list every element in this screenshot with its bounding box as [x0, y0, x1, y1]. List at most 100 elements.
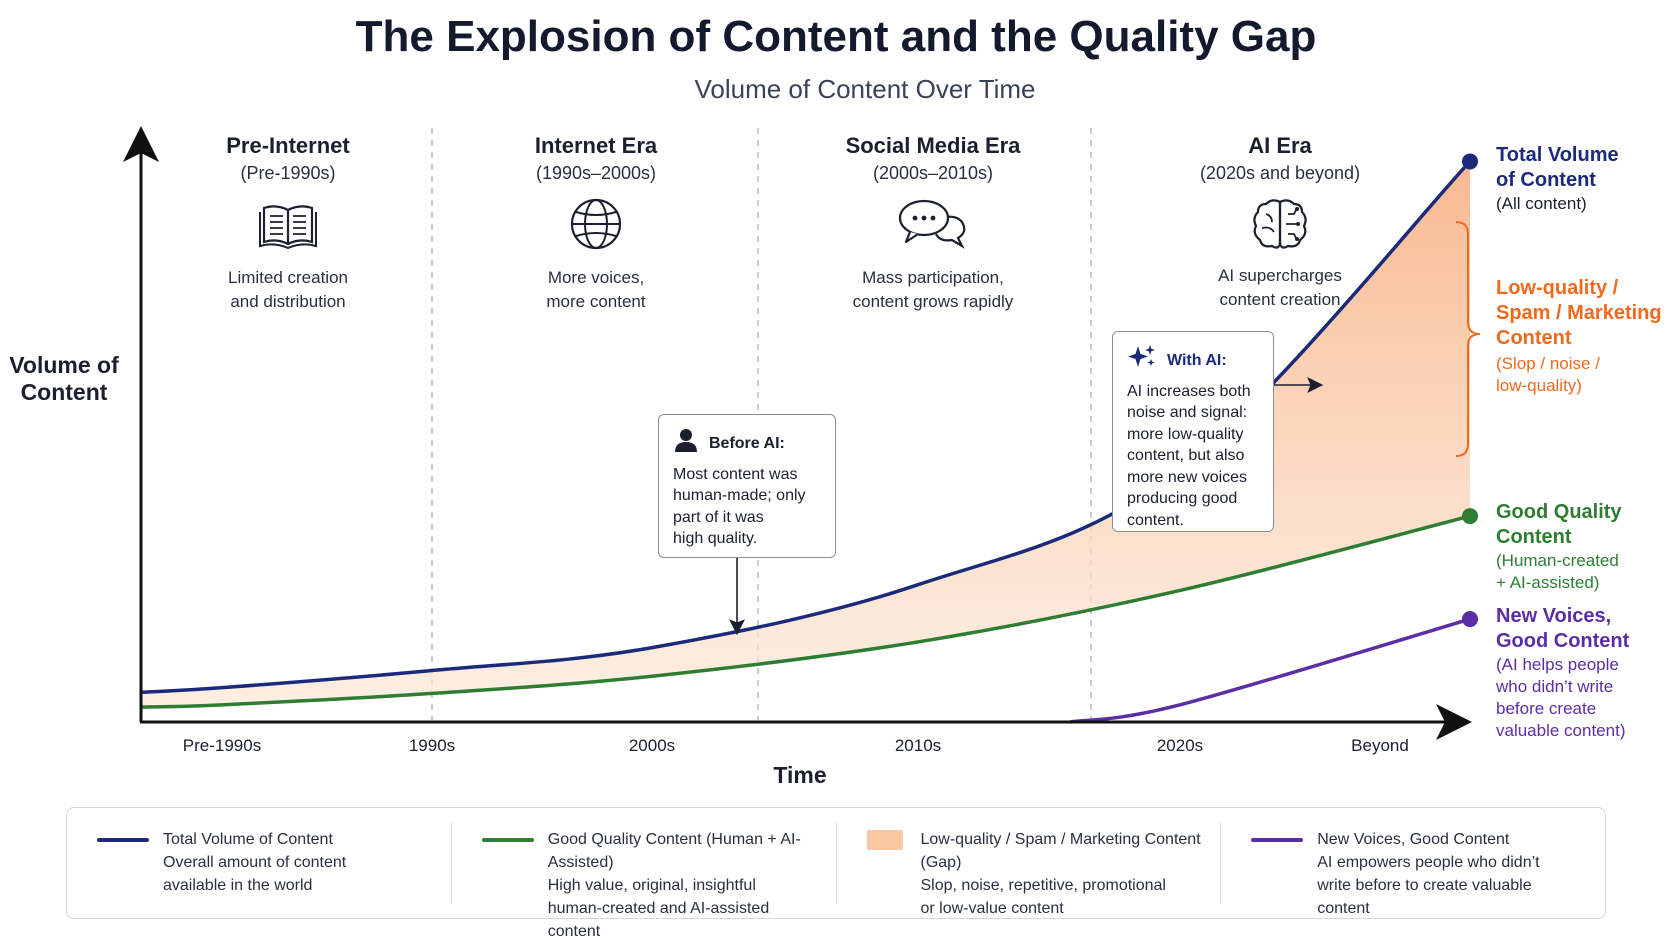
sparkles-icon	[1127, 344, 1157, 377]
x-tick-label: 2010s	[895, 736, 941, 755]
label-sub-line: + AI-assisted)	[1496, 573, 1600, 592]
y-axis-label-line1: Volume of	[9, 352, 119, 378]
person-icon	[673, 427, 699, 460]
era-desc-line2: content grows rapidly	[852, 292, 1014, 311]
right-label-new-voices: New Voices, Good Content (AI helps peopl…	[1496, 604, 1629, 742]
legend-desc: write before to create valuable content	[1317, 877, 1532, 917]
label-title-line: Good Quality	[1496, 501, 1622, 523]
legend-desc: High value, original, insightful	[547, 877, 756, 894]
right-label-total-volume: Total Volume of Content (All content)	[1496, 143, 1619, 215]
label-sub-line: before create	[1496, 699, 1597, 718]
era-desc-line1: AI supercharges	[1218, 266, 1342, 285]
era-description: AI supercharges content creation	[1140, 264, 1420, 312]
era-name: Internet Era	[534, 133, 658, 158]
series-endpoint-good-quality	[1462, 508, 1478, 525]
era-name: AI Era	[1248, 133, 1312, 158]
with-ai-line: AI increases both	[1127, 382, 1251, 400]
era-desc-line1: Mass participation,	[862, 268, 1004, 287]
x-tick-label: Beyond	[1351, 736, 1409, 755]
label-title-line: Spam / Marketing	[1496, 302, 1662, 324]
legend-item-good-quality: Good Quality Content (Human + AI-Assiste…	[452, 822, 837, 940]
label-title-line: Low-quality /	[1496, 277, 1619, 299]
era-description: Limited creation and distribution	[148, 266, 428, 314]
era-desc-line2: more content	[546, 292, 646, 311]
with-ai-line: producing good	[1127, 490, 1238, 507]
label-title-line: of Content	[1496, 169, 1596, 191]
legend-title: Good Quality Content (Human + AI-Assiste…	[547, 831, 801, 871]
before-ai-line: high quality.	[673, 530, 758, 547]
label-sub-line: (All content)	[1496, 194, 1587, 213]
era-pre-internet: Pre-Internet (Pre-1990s) Limited creatio…	[148, 133, 428, 314]
legend-title: New Voices, Good Content	[1317, 831, 1510, 848]
label-sub-line: (Slop / noise /	[1496, 354, 1600, 373]
label-sub-line: (AI helps people	[1496, 655, 1619, 674]
before-ai-callout: Before AI: Most content was human-made; …	[658, 414, 836, 558]
legend-swatch	[97, 838, 149, 842]
era-name: Pre-Internet	[226, 133, 350, 158]
legend-desc: available in the world	[163, 877, 313, 894]
label-title-line: Good Content	[1496, 630, 1630, 652]
legend-item-low-quality-gap: Low-quality / Spam / Marketing Content (…	[837, 822, 1222, 917]
label-sub-line: low-quality)	[1496, 376, 1582, 395]
legend-title: Low-quality / Spam / Marketing Content (…	[920, 831, 1201, 871]
era-desc-line2: and distribution	[230, 292, 346, 311]
era-range: (1990s–2000s)	[535, 163, 657, 183]
y-axis-label-line2: Content	[20, 379, 108, 405]
label-title-line: Content	[1496, 327, 1572, 349]
before-ai-heading-text: Before AI:	[709, 434, 785, 452]
legend: Total Volume of Content Overall amount o…	[66, 807, 1606, 940]
brain-icon	[1250, 196, 1310, 252]
with-ai-line: more low-quality	[1127, 425, 1244, 443]
low-quality-gap-area	[141, 161, 1470, 708]
legend-item-new-voices: New Voices, Good Content AI empowers peo…	[1221, 822, 1605, 917]
low-quality-bracket	[1455, 221, 1481, 457]
right-label-good-quality: Good Quality Content (Human-created + AI…	[1496, 500, 1622, 594]
y-axis-label: Volume of Content	[0, 352, 128, 406]
legend-desc: Slop, noise, repetitive, promotional	[920, 877, 1166, 894]
x-tick-labels: Pre-1990s 1990s 2000s 2010s 2020s Beyond	[183, 736, 1409, 755]
legend-title: Total Volume of Content	[163, 831, 333, 848]
before-ai-line: Most content was	[673, 465, 798, 483]
right-label-low-quality: Low-quality / Spam / Marketing Content (…	[1496, 276, 1662, 397]
with-ai-callout-heading: With AI:	[1127, 344, 1259, 377]
with-ai-callout: With AI: AI increases both noise and sig…	[1112, 331, 1274, 532]
with-ai-heading-text: With AI:	[1167, 351, 1227, 369]
before-ai-line: part of it was	[673, 508, 764, 526]
era-description: More voices, more content	[456, 266, 736, 314]
chart-subtitle: Volume of Content Over Time	[694, 74, 1036, 104]
legend-item-total-volume: Total Volume of Content Overall amount o…	[67, 822, 452, 904]
x-tick-label: 1990s	[409, 736, 455, 755]
era-name: Social Media Era	[845, 133, 1021, 158]
chat-bubbles-icon	[896, 196, 970, 252]
era-range: (2020s and beyond)	[1199, 163, 1361, 183]
series-endpoint-total-volume	[1462, 153, 1478, 170]
era-ai: AI Era (2020s and beyond) AI supercharge…	[1140, 133, 1420, 312]
book-icon	[258, 196, 318, 252]
legend-swatch	[1251, 838, 1304, 842]
x-tick-label: 2000s	[629, 736, 675, 755]
x-tick-label: 2020s	[1157, 736, 1203, 755]
era-desc-line2: content creation	[1219, 290, 1341, 309]
era-internet: Internet Era (1990s–2000s) More voices, …	[456, 133, 736, 314]
with-ai-line: noise and signal:	[1127, 404, 1248, 421]
series-line-good-quality	[140, 514, 1471, 709]
before-ai-line: human-made; only	[673, 487, 806, 504]
label-title-line: Content	[1496, 526, 1572, 548]
label-sub-line: who didn’t write	[1496, 677, 1614, 696]
x-axis-label: Time	[773, 762, 827, 788]
label-title-line: Total Volume	[1496, 144, 1619, 166]
label-title-line: New Voices,	[1496, 605, 1612, 627]
with-ai-line: content, but also	[1127, 447, 1245, 464]
legend-desc: Overall amount of content	[163, 854, 347, 871]
era-range: (Pre-1990s)	[240, 163, 336, 183]
with-ai-line: more new voices	[1127, 468, 1248, 486]
legend-desc: or low-value content	[920, 900, 1064, 917]
x-tick-label: Pre-1990s	[183, 736, 261, 755]
legend-desc: AI empowers people who didn’t	[1317, 854, 1540, 871]
era-desc-line1: Limited creation	[227, 268, 348, 287]
series-endpoint-new-voices	[1462, 611, 1478, 628]
label-sub-line: (Human-created	[1496, 551, 1619, 570]
with-ai-line: content.	[1127, 511, 1184, 529]
page-title: The Explosion of Content and the Quality…	[355, 12, 1317, 61]
